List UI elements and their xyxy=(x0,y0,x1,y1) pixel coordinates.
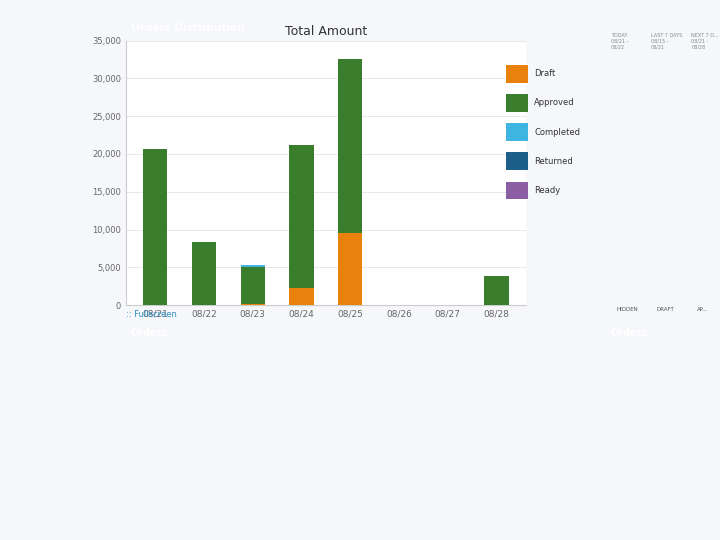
Bar xyxy=(484,275,508,305)
Bar xyxy=(506,152,528,170)
Text: NEXT 7 D...
08/21 -
08/28: NEXT 7 D... 08/21 - 08/28 xyxy=(691,32,719,49)
Bar xyxy=(192,241,216,305)
Text: HIDDEN: HIDDEN xyxy=(616,307,638,312)
Bar xyxy=(289,288,314,305)
Text: Ready: Ready xyxy=(534,186,560,195)
Text: LAST 7 DAYS
08/15 -
08/21: LAST 7 DAYS 08/15 - 08/21 xyxy=(651,32,682,49)
Text: AP...: AP... xyxy=(697,307,708,312)
Bar xyxy=(240,267,265,303)
Text: Completed: Completed xyxy=(534,127,580,137)
Bar xyxy=(506,181,528,199)
Text: Draft: Draft xyxy=(534,69,556,78)
Bar xyxy=(506,94,528,112)
Bar xyxy=(240,265,265,267)
Bar xyxy=(338,59,362,233)
Text: DRAFT: DRAFT xyxy=(657,307,675,312)
Bar xyxy=(289,145,314,288)
Text: TODAY
08/21 -
08/22: TODAY 08/21 - 08/22 xyxy=(611,32,628,49)
Bar xyxy=(143,148,168,305)
Text: Returned: Returned xyxy=(534,157,573,166)
Text: Orders Distribution: Orders Distribution xyxy=(131,23,245,32)
Bar xyxy=(240,303,265,305)
Text: Orders: Orders xyxy=(611,328,648,338)
Text: Orders: Orders xyxy=(131,328,168,338)
Bar xyxy=(338,233,362,305)
Bar xyxy=(506,65,528,83)
Title: Total Amount: Total Amount xyxy=(284,25,367,38)
Text: :: Fullscreen: :: Fullscreen xyxy=(126,310,177,319)
Text: Approved: Approved xyxy=(534,98,575,107)
Bar xyxy=(506,123,528,141)
